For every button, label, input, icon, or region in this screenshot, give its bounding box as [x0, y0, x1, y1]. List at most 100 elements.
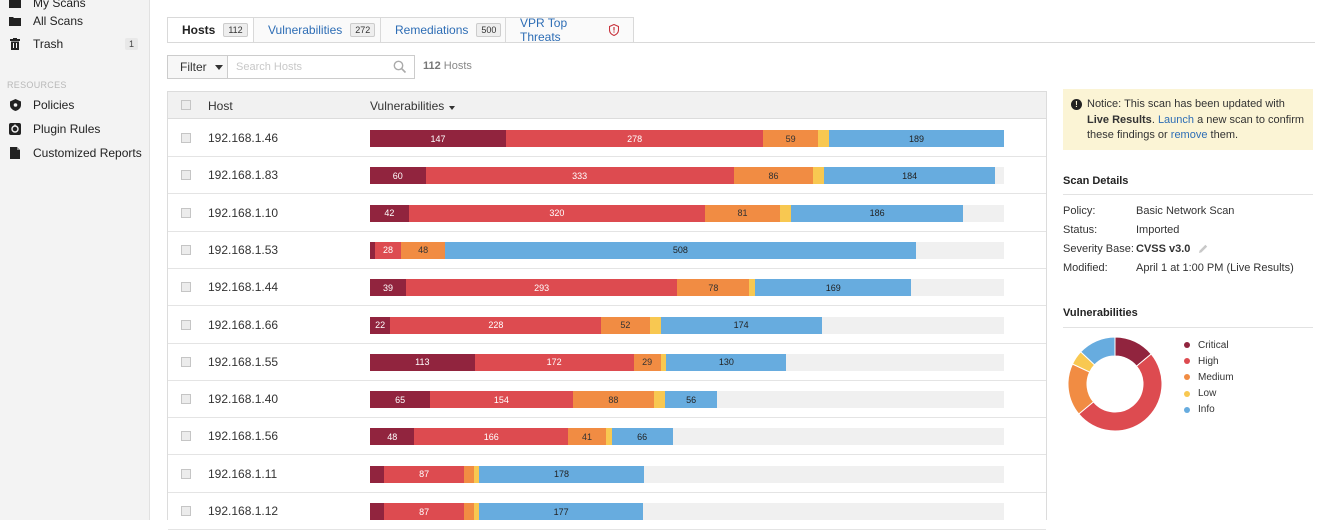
- vulnerability-bar[interactable]: 60 333 86 184: [370, 167, 1004, 185]
- search-icon[interactable]: [393, 60, 407, 74]
- critical-segment[interactable]: [370, 503, 384, 520]
- vulnerability-bar[interactable]: 42 320 81 186: [370, 204, 1004, 222]
- vulnerability-bar[interactable]: 48 166 41 66: [370, 428, 1004, 446]
- low-segment[interactable]: [473, 503, 480, 520]
- medium-segment[interactable]: [464, 503, 474, 520]
- high-segment[interactable]: 278: [506, 130, 764, 147]
- high-segment[interactable]: 293: [406, 279, 678, 297]
- table-row[interactable]: 192.168.1.10 42 320 81 186: [168, 195, 1046, 232]
- medium-segment[interactable]: 78: [677, 279, 750, 297]
- low-segment[interactable]: [813, 167, 825, 185]
- tab-hosts[interactable]: Hosts 112: [167, 17, 254, 43]
- table-row[interactable]: 192.168.1.55 113 172 29 130: [168, 344, 1046, 381]
- high-segment[interactable]: 28: [375, 241, 401, 259]
- table-row[interactable]: 192.168.1.44 39 293 78 169: [168, 269, 1046, 307]
- high-segment[interactable]: 87: [383, 503, 465, 520]
- medium-segment[interactable]: 29: [633, 353, 661, 371]
- low-segment[interactable]: [473, 465, 480, 483]
- critical-segment[interactable]: 22: [370, 316, 391, 334]
- high-segment[interactable]: 333: [425, 167, 734, 185]
- tab-vpr-top-threats[interactable]: VPR Top Threats: [506, 16, 634, 44]
- legend-item-low[interactable]: Low: [1184, 387, 1216, 401]
- vulnerability-bar[interactable]: 65 154 88 56: [370, 391, 1004, 409]
- critical-segment[interactable]: 39: [370, 279, 407, 297]
- medium-segment[interactable]: 41: [568, 428, 606, 446]
- vulnerability-bar[interactable]: 22 228 52 174: [370, 316, 1004, 334]
- vulnerability-bar[interactable]: 39 293 78 169: [370, 279, 1004, 297]
- table-row[interactable]: 192.168.1.66 22 228 52 174: [168, 307, 1046, 344]
- info-segment[interactable]: 177: [479, 503, 644, 520]
- medium-segment[interactable]: 86: [733, 167, 814, 185]
- medium-segment[interactable]: 81: [705, 204, 781, 222]
- medium-segment[interactable]: 48: [400, 241, 446, 259]
- sidebar-item-customized-reports[interactable]: Customized Reports: [0, 142, 150, 164]
- row-checkbox[interactable]: [181, 506, 191, 516]
- tab-vulnerabilities[interactable]: Vulnerabilities 272: [254, 17, 381, 43]
- critical-segment[interactable]: 42: [370, 204, 409, 222]
- info-segment[interactable]: 189: [829, 130, 1004, 147]
- row-checkbox[interactable]: [181, 133, 191, 143]
- low-segment[interactable]: [660, 353, 667, 371]
- tab-remediations[interactable]: Remediations 500: [381, 17, 506, 43]
- info-segment[interactable]: 174: [660, 316, 822, 334]
- info-segment[interactable]: 508: [445, 241, 916, 259]
- sidebar-item-policies[interactable]: Policies: [0, 94, 150, 116]
- low-segment[interactable]: [749, 279, 756, 297]
- low-segment[interactable]: [649, 316, 661, 334]
- search-input[interactable]: [227, 55, 415, 79]
- table-row[interactable]: 192.168.1.11 87 178: [168, 456, 1046, 493]
- vulnerability-bar[interactable]: 87 178: [370, 465, 1004, 483]
- legend-item-info[interactable]: Info: [1184, 403, 1215, 417]
- low-segment[interactable]: [780, 204, 792, 222]
- table-row[interactable]: 192.168.1.12 87 177: [168, 493, 1046, 530]
- remove-link[interactable]: remove: [1170, 129, 1208, 141]
- info-slice[interactable]: [1080, 336, 1116, 366]
- pencil-icon[interactable]: [1198, 243, 1208, 257]
- vulnerability-bar[interactable]: 28 48 508: [370, 241, 1004, 259]
- vulnerability-bar[interactable]: 147 278 59 189: [370, 130, 1004, 147]
- critical-segment[interactable]: 113: [370, 353, 475, 371]
- critical-segment[interactable]: [370, 465, 384, 483]
- vulnerabilities-donut-chart[interactable]: [1067, 336, 1163, 432]
- medium-segment[interactable]: 59: [763, 130, 818, 147]
- table-row[interactable]: 192.168.1.40 65 154 88 56: [168, 381, 1046, 419]
- info-segment[interactable]: 66: [611, 428, 673, 446]
- high-segment[interactable]: 172: [474, 353, 634, 371]
- low-segment[interactable]: [606, 428, 612, 446]
- column-header-host[interactable]: Host: [208, 99, 233, 113]
- info-segment[interactable]: 130: [666, 353, 787, 371]
- launch-link[interactable]: Launch: [1157, 113, 1195, 126]
- filter-button[interactable]: Filter: [167, 55, 228, 79]
- legend-item-critical[interactable]: Critical: [1184, 338, 1229, 352]
- high-segment[interactable]: 320: [408, 204, 706, 222]
- table-row[interactable]: 192.168.1.53 28 48 508: [168, 232, 1046, 269]
- sidebar-item-my-scans[interactable]: My Scans: [0, 0, 150, 14]
- critical-segment[interactable]: 147: [370, 130, 507, 147]
- high-segment[interactable]: 87: [383, 465, 465, 483]
- critical-segment[interactable]: 60: [370, 167, 426, 185]
- low-segment[interactable]: [817, 130, 830, 147]
- critical-segment[interactable]: 65: [370, 391, 431, 409]
- critical-segment[interactable]: 48: [370, 428, 415, 446]
- sidebar-item-all-scans[interactable]: All Scans: [0, 10, 150, 32]
- info-segment[interactable]: 186: [791, 204, 964, 222]
- vulnerability-bar[interactable]: 113 172 29 130: [370, 353, 1004, 371]
- info-segment[interactable]: 184: [824, 167, 995, 185]
- critical-segment[interactable]: [370, 241, 375, 259]
- legend-item-medium[interactable]: Medium: [1184, 370, 1234, 384]
- high-slice[interactable]: [1078, 353, 1163, 432]
- table-row[interactable]: 192.168.1.83 60 333 86 184: [168, 157, 1046, 195]
- table-row[interactable]: 192.168.1.56 48 166 41 66: [168, 418, 1046, 456]
- row-checkbox[interactable]: [181, 282, 191, 293]
- select-all-checkbox[interactable]: [181, 100, 191, 110]
- vulnerability-bar[interactable]: 87 177: [370, 503, 1004, 520]
- row-checkbox[interactable]: [181, 356, 191, 367]
- sidebar-item-plugin-rules[interactable]: Plugin Rules: [0, 118, 150, 140]
- medium-segment[interactable]: 88: [572, 391, 655, 409]
- row-checkbox[interactable]: [181, 244, 191, 255]
- sidebar-item-trash[interactable]: Trash 1: [0, 33, 150, 55]
- high-segment[interactable]: 166: [414, 428, 569, 446]
- legend-item-high[interactable]: High: [1184, 354, 1219, 368]
- info-segment[interactable]: 169: [755, 279, 912, 297]
- row-checkbox[interactable]: [181, 170, 191, 181]
